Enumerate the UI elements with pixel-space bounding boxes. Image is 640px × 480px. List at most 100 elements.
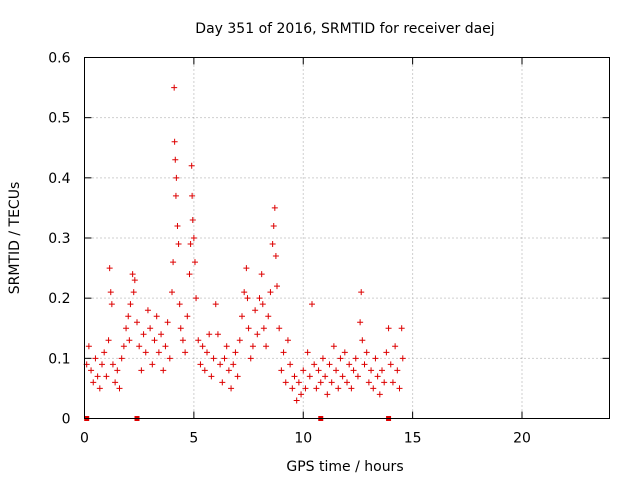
- y-tick-label: 0.6: [48, 51, 70, 67]
- data-point: [188, 162, 195, 169]
- data-point: [282, 379, 289, 386]
- data-point: [317, 379, 324, 386]
- data-point: [112, 379, 119, 386]
- data-point: [174, 222, 181, 229]
- data-point: [263, 343, 270, 350]
- data-point: [106, 265, 113, 272]
- data-point: [179, 337, 186, 344]
- data-point: [172, 156, 179, 163]
- data-point: [298, 391, 305, 398]
- data-point: [359, 337, 366, 344]
- data-point: [341, 349, 348, 356]
- data-point: [374, 373, 381, 380]
- data-point: [389, 379, 396, 386]
- data-point: [274, 283, 280, 290]
- data-point: [259, 301, 266, 308]
- data-point: [166, 355, 173, 362]
- data-point: [109, 361, 116, 368]
- data-point: [354, 373, 361, 380]
- data-point: [107, 289, 114, 296]
- data-point: [160, 367, 167, 374]
- data-point: [344, 379, 350, 386]
- data-point: [319, 355, 326, 362]
- data-point: [210, 355, 217, 362]
- data-point: [267, 289, 274, 296]
- data-point: [147, 325, 154, 332]
- data-point: [383, 349, 390, 356]
- data-point: [339, 373, 346, 380]
- data-point: [278, 367, 285, 374]
- axis-ticks: 0 0.1 0.2 0.3 0.4 0.5 0.6 0 5 10 15 20: [48, 51, 610, 447]
- data-point: [350, 367, 357, 374]
- data-point: [123, 325, 130, 332]
- data-point: [144, 307, 151, 314]
- data-point: [228, 385, 235, 392]
- data-point: [101, 349, 108, 356]
- data-point: [241, 289, 248, 296]
- data-point: [126, 337, 133, 344]
- data-point: [326, 361, 333, 368]
- data-point: [232, 349, 239, 356]
- data-point: [276, 325, 283, 332]
- data-point: [195, 337, 202, 344]
- data-point: [370, 385, 377, 392]
- data-point: [269, 241, 276, 248]
- y-tick-label: 0.2: [48, 291, 70, 307]
- data-point: [309, 301, 315, 308]
- data-point: [313, 385, 320, 392]
- data-point: [186, 271, 193, 278]
- data-point: [130, 289, 137, 296]
- data-point: [138, 367, 145, 374]
- data-point: [116, 385, 123, 392]
- data-point: [155, 349, 162, 356]
- data-point: [175, 241, 182, 248]
- data-point: [272, 253, 279, 260]
- data-point: [247, 355, 254, 362]
- data-point: [365, 379, 372, 386]
- data-point: [193, 295, 200, 302]
- data-point: [289, 385, 296, 392]
- x-axis-label: GPS time / hours: [286, 459, 403, 475]
- data-point: [324, 391, 331, 398]
- data-point: [99, 361, 105, 368]
- data-point: [187, 241, 194, 248]
- data-point: [125, 313, 132, 320]
- data-point: [158, 331, 165, 338]
- data-point: [164, 319, 171, 326]
- x-tick-label: 10: [294, 431, 312, 447]
- data-point: [363, 349, 370, 356]
- data-point: [199, 343, 206, 350]
- data-point: [348, 385, 355, 392]
- data-point: [346, 361, 353, 368]
- data-point: [239, 313, 245, 320]
- data-point: [358, 289, 365, 296]
- data-point: [311, 361, 318, 368]
- data-point: [322, 373, 329, 380]
- data-point: [398, 325, 405, 332]
- data-point: [256, 295, 263, 302]
- data-point: [208, 373, 215, 380]
- data-point: [236, 337, 243, 344]
- data-points: [83, 84, 406, 421]
- data-point: [182, 349, 189, 356]
- data-point: [304, 349, 311, 356]
- data-point: [149, 361, 156, 368]
- data-point: [131, 277, 138, 284]
- data-point: [171, 84, 178, 91]
- data-point: [108, 301, 115, 308]
- y-axis-label: SRMTID / TECUs: [7, 182, 23, 295]
- data-point: [328, 379, 335, 386]
- data-point: [315, 367, 322, 374]
- data-point: [230, 361, 237, 368]
- data-point: [197, 361, 204, 368]
- data-point: [172, 192, 179, 199]
- data-point: [368, 367, 375, 374]
- data-point: [88, 367, 95, 374]
- data-point: [204, 349, 210, 356]
- x-tick-label: 5: [189, 431, 198, 447]
- data-point: [223, 343, 230, 350]
- data-point: [270, 222, 277, 229]
- data-point: [243, 265, 250, 272]
- y-tick-label: 0.1: [48, 351, 70, 367]
- data-point: [169, 289, 175, 296]
